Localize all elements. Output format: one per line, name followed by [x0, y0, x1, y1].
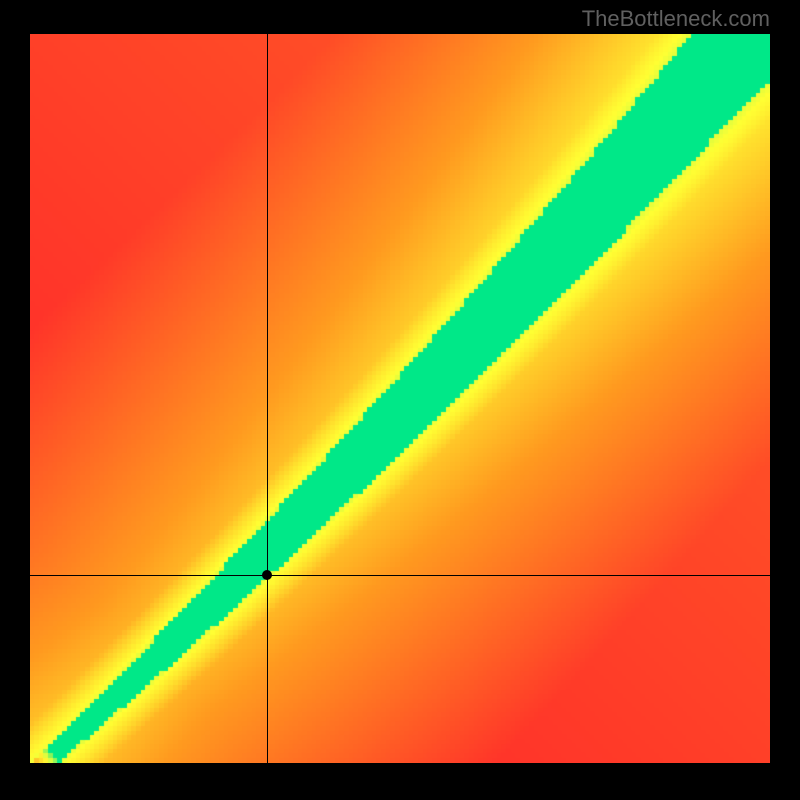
- crosshair-marker: [262, 570, 272, 580]
- watermark-text: TheBottleneck.com: [582, 6, 770, 32]
- heatmap-canvas: [30, 34, 770, 763]
- crosshair-vertical: [267, 34, 268, 763]
- crosshair-horizontal: [30, 575, 770, 576]
- plot-area: [30, 34, 770, 763]
